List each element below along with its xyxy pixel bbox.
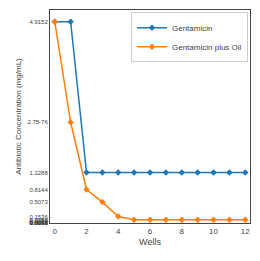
svg-text:0.5073: 0.5073 [29, 199, 48, 205]
svg-text:0.0048: 0.0048 [29, 220, 48, 226]
svg-text:Antibiotic Concentration (mg/m: Antibiotic Concentration (mg/mL) [14, 58, 23, 175]
svg-text:0.0192: 0.0192 [29, 219, 48, 225]
svg-text:2.75-76: 2.75-76 [27, 119, 48, 125]
svg-text:8: 8 [180, 227, 185, 236]
svg-text:0.0096: 0.0096 [29, 220, 48, 226]
svg-text:2: 2 [84, 227, 89, 236]
svg-text:0.8144: 0.8144 [29, 187, 48, 193]
svg-text:4.9152: 4.9152 [29, 19, 48, 25]
svg-text:Wells: Wells [139, 237, 161, 247]
svg-text:0.0384: 0.0384 [29, 218, 48, 224]
svg-text:12: 12 [241, 227, 250, 236]
svg-text:10: 10 [209, 227, 218, 236]
svg-text:6: 6 [148, 227, 153, 236]
svg-text:0.0024: 0.0024 [29, 220, 48, 226]
svg-text:4: 4 [116, 227, 121, 236]
svg-text:0.0768: 0.0768 [29, 217, 48, 223]
svg-text:Gentamicin: Gentamicin [172, 24, 212, 33]
svg-text:0.0012: 0.0012 [29, 220, 48, 226]
svg-text:0.1536: 0.1536 [29, 214, 48, 220]
svg-text:Gentamicin plus Oil: Gentamicin plus Oil [172, 43, 242, 52]
svg-text:1.2288: 1.2288 [29, 170, 48, 176]
svg-text:0: 0 [53, 227, 58, 236]
